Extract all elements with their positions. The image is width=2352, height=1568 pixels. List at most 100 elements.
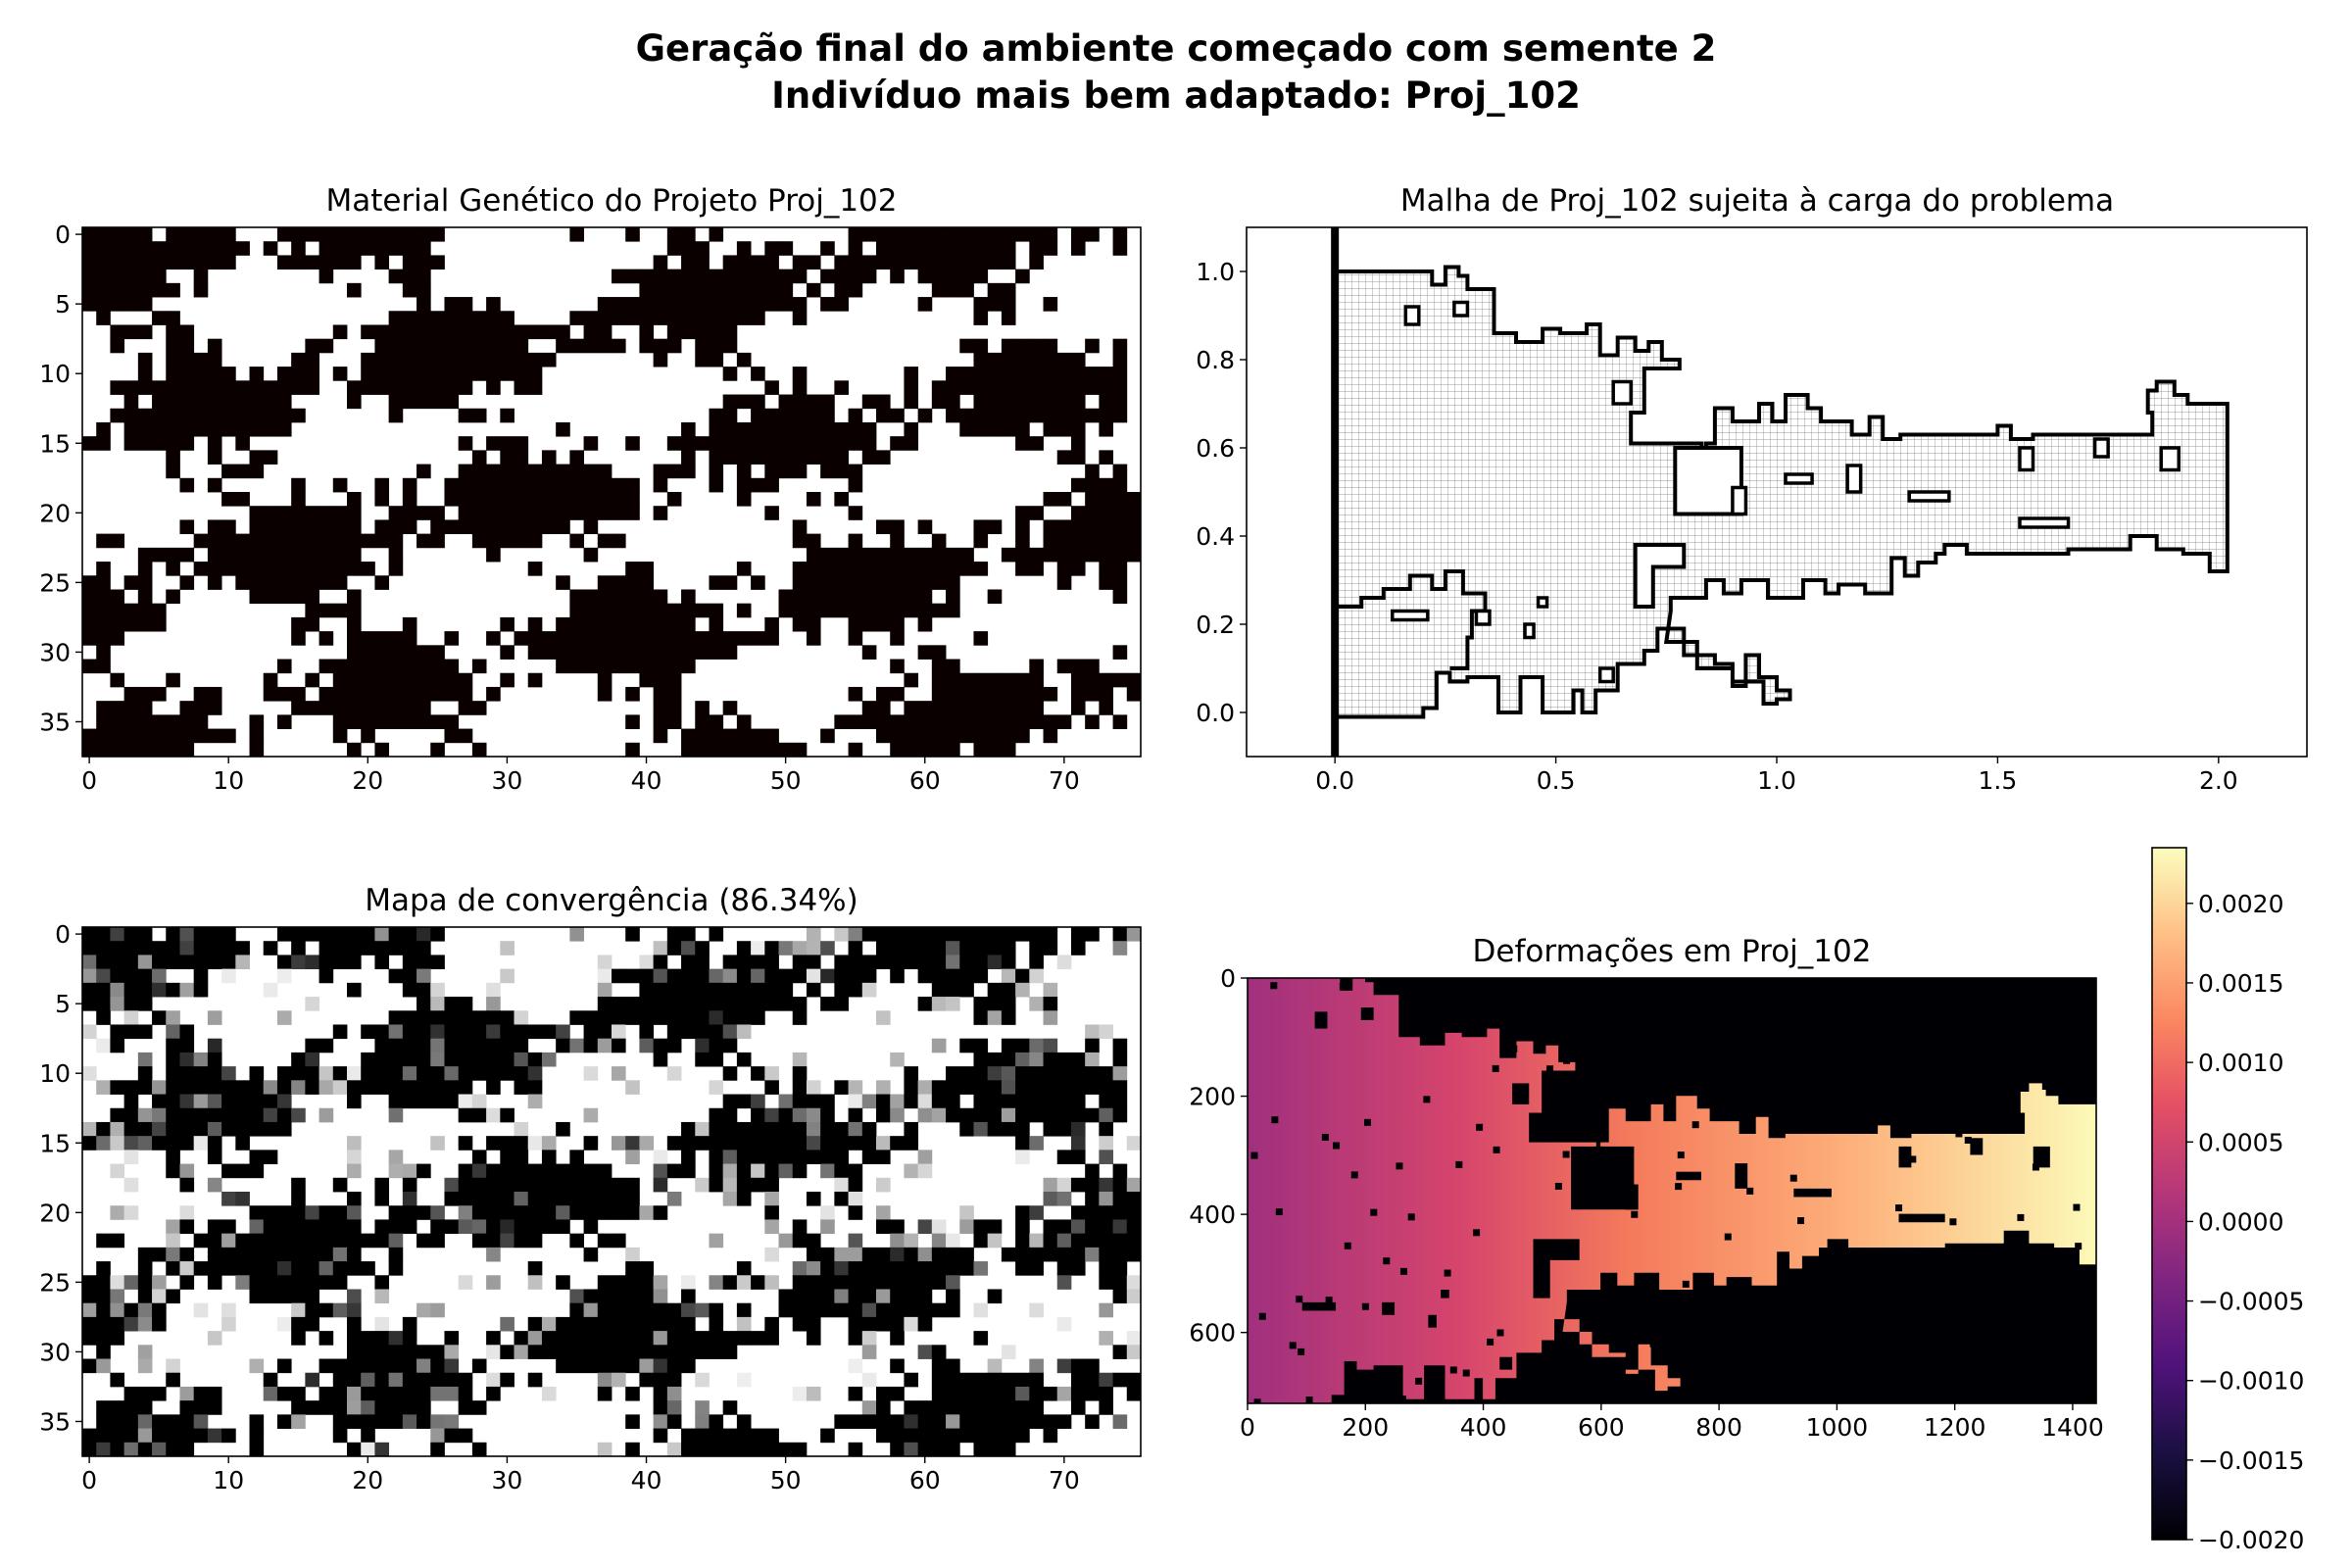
convergence-cell — [1001, 1442, 1016, 1456]
convergence-cell — [666, 927, 682, 942]
convergence-cell — [792, 1289, 808, 1304]
convergence-cell — [179, 1261, 195, 1276]
genetic-cell — [1015, 394, 1030, 410]
genetic-cell — [973, 631, 989, 646]
genetic-cell — [1112, 506, 1128, 520]
convergence-cell — [1126, 927, 1141, 942]
convergence-cell — [514, 1205, 529, 1220]
convergence-cell — [890, 1107, 905, 1123]
convergence-cell — [123, 1275, 139, 1290]
genetic-cell — [806, 589, 821, 605]
convergence-cell — [388, 1261, 404, 1276]
deformation-void — [1344, 1242, 1351, 1250]
genetic-cell — [249, 394, 265, 410]
genetic-cell — [96, 616, 111, 632]
genetic-cell — [987, 728, 1003, 744]
convergence-cell — [890, 927, 905, 942]
genetic-cell — [612, 603, 626, 618]
convergence-cell — [639, 1136, 655, 1151]
convergence-cell — [388, 1107, 404, 1123]
genetic-cell — [1029, 506, 1044, 520]
convergence-cell — [764, 1150, 779, 1164]
genetic-cell — [527, 380, 543, 395]
deformation-void — [1730, 1344, 1738, 1351]
genetic-cell — [207, 352, 222, 368]
convergence-cell — [1126, 1345, 1141, 1359]
genetic-cell — [416, 645, 431, 660]
convergence-cell — [709, 997, 724, 1011]
convergence-cell — [625, 1261, 640, 1276]
genetic-cell — [444, 631, 460, 646]
convergence-cell — [361, 1428, 375, 1444]
convergence-cell — [946, 955, 960, 970]
convergence-cell — [751, 1428, 765, 1444]
convergence-cell — [388, 1094, 404, 1109]
convergence-cell — [792, 1163, 808, 1179]
convergence-cell — [751, 941, 765, 956]
genetic-cell — [193, 686, 209, 702]
convergence-cell — [959, 1038, 974, 1054]
genetic-cell — [597, 464, 612, 479]
convergence-cell — [736, 1442, 752, 1456]
convergence-cell — [430, 1219, 445, 1235]
colorbar: 0.00200.00150.00100.00050.0000−0.0005−0.… — [2151, 847, 2304, 1554]
genetic-cell — [876, 547, 891, 563]
convergence-cell — [736, 1316, 752, 1332]
convergence-cell — [1015, 1205, 1030, 1220]
genetic-cell — [207, 533, 222, 549]
genetic-cell — [96, 575, 111, 590]
convergence-cell — [946, 1107, 960, 1123]
genetic-cell — [1099, 686, 1113, 702]
genetic-cell — [179, 394, 195, 410]
convergence-cell — [709, 1136, 724, 1151]
convergence-cell — [444, 1372, 460, 1388]
genetic-cell — [402, 477, 417, 493]
convergence-cell — [318, 1066, 334, 1081]
genetic-cell — [917, 728, 933, 744]
genetic-cell — [458, 380, 473, 395]
genetic-cell — [347, 742, 362, 757]
convergence-cell — [764, 1121, 779, 1137]
genetic-cell — [137, 241, 153, 256]
convergence-cell — [96, 1442, 111, 1456]
genetic-cell — [1029, 408, 1044, 423]
genetic-cell — [876, 562, 891, 576]
genetic-cell — [931, 645, 947, 660]
convergence-cell — [166, 1010, 180, 1025]
genetic-cell — [430, 519, 445, 535]
genetic-cell — [987, 380, 1003, 395]
convergence-cell — [1001, 1414, 1016, 1429]
genetic-cell — [861, 421, 877, 437]
genetic-cell — [1070, 241, 1086, 256]
convergence-cell — [430, 1428, 445, 1444]
convergence-cell — [736, 1163, 752, 1179]
genetic-cell — [1015, 519, 1030, 535]
genetic-cell — [736, 269, 752, 284]
convergence-cell — [374, 955, 390, 970]
genetic-cell — [221, 464, 236, 479]
convergence-cell — [123, 955, 139, 970]
genetic-cell — [193, 533, 209, 549]
convergence-cell — [305, 1233, 319, 1249]
genetic-cell — [834, 297, 849, 312]
convergence-cell — [471, 1038, 487, 1054]
genetic-cell — [931, 533, 947, 549]
genetic-cell — [458, 297, 473, 312]
convergence-cell — [722, 1192, 738, 1206]
0-xtick-label: 40 — [631, 766, 662, 795]
convergence-cell — [904, 1414, 919, 1429]
convergence-cell — [709, 1150, 724, 1164]
convergence-cell — [332, 1428, 348, 1444]
convergence-cell — [890, 1275, 905, 1290]
convergence-cell — [444, 1038, 460, 1054]
genetic-cell — [486, 311, 501, 325]
genetic-cell — [430, 714, 445, 729]
convergence-cell — [179, 1275, 195, 1290]
genetic-cell — [96, 701, 111, 715]
genetic-cell — [917, 562, 933, 576]
deformation-void — [2073, 1203, 2081, 1211]
0-ytick-label: 15 — [39, 429, 71, 458]
convergence-cell — [931, 1372, 947, 1388]
genetic-cell — [904, 367, 919, 381]
genetic-cell — [388, 631, 404, 646]
